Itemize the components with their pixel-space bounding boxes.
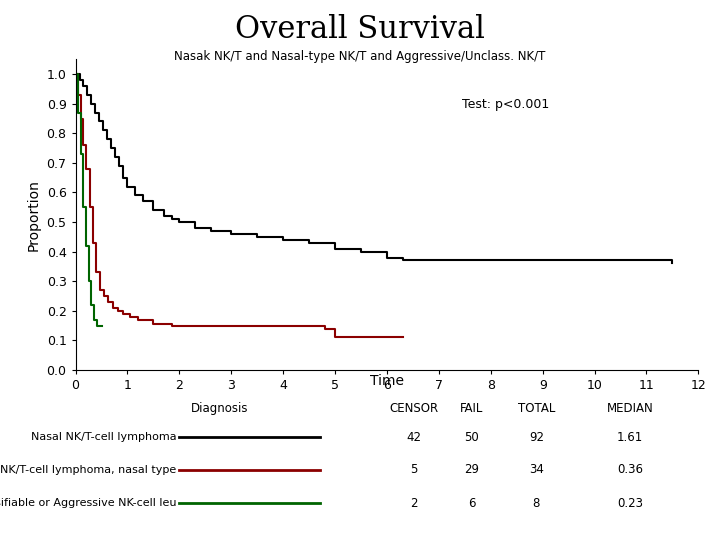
Text: 5: 5 — [410, 463, 418, 476]
Text: 42: 42 — [407, 431, 421, 444]
Text: 92: 92 — [529, 431, 544, 444]
Text: NK/T-cell lymphoma, nasal type: NK/T-cell lymphoma, nasal type — [0, 465, 176, 475]
Text: 6: 6 — [468, 497, 475, 510]
Text: Time: Time — [370, 374, 405, 388]
Text: 0.23: 0.23 — [617, 497, 643, 510]
Text: Test: p<0.001: Test: p<0.001 — [462, 98, 549, 111]
Text: Diagnosis: Diagnosis — [191, 402, 248, 415]
Text: 34: 34 — [529, 463, 544, 476]
Text: MEDIAN: MEDIAN — [607, 402, 653, 415]
Text: 50: 50 — [464, 431, 479, 444]
Y-axis label: Proportion: Proportion — [27, 179, 41, 251]
Text: Unclassifiable or Aggressive NK-cell leu: Unclassifiable or Aggressive NK-cell leu — [0, 498, 176, 508]
Text: FAIL: FAIL — [460, 402, 483, 415]
Text: Nasal NK/T-cell lymphoma: Nasal NK/T-cell lymphoma — [31, 433, 176, 442]
Text: TOTAL: TOTAL — [518, 402, 555, 415]
Text: 0.36: 0.36 — [617, 463, 643, 476]
Text: 8: 8 — [533, 497, 540, 510]
Text: 2: 2 — [410, 497, 418, 510]
Text: Overall Survival: Overall Survival — [235, 14, 485, 44]
Text: Nasak NK/T and Nasal-type NK/T and Aggressive/Unclass. NK/T: Nasak NK/T and Nasal-type NK/T and Aggre… — [174, 50, 546, 63]
Text: 29: 29 — [464, 463, 479, 476]
Text: CENSOR: CENSOR — [390, 402, 438, 415]
Text: 1.61: 1.61 — [617, 431, 643, 444]
